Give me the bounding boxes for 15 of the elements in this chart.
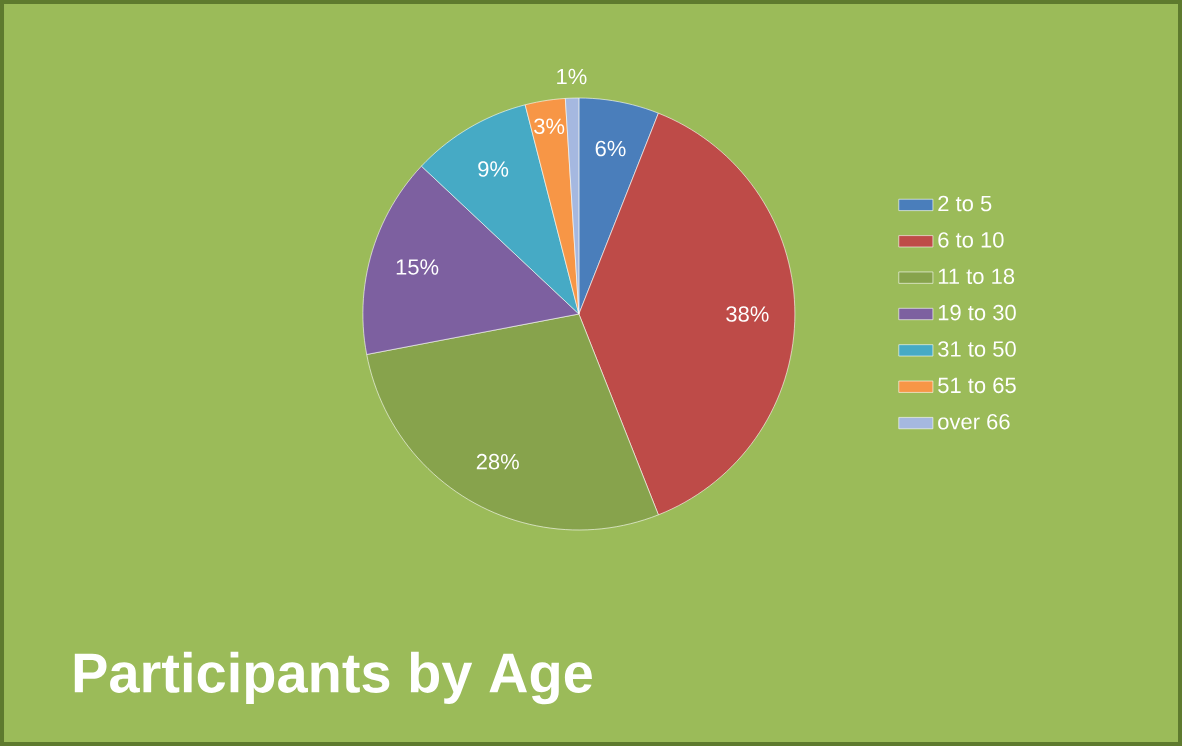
- legend-label: 19 to 30: [938, 304, 1016, 321]
- data-label: 3%: [534, 118, 565, 135]
- legend-label: 6 to 10: [938, 232, 1004, 248]
- text: Participants by Age: [74, 651, 592, 705]
- legend-label: 2 to 5: [938, 195, 992, 212]
- legend-label: over 66: [938, 413, 1010, 430]
- data-label: 15%: [396, 259, 439, 275]
- data-label: 6%: [595, 140, 626, 157]
- legend-label: 31 to 50: [938, 341, 1016, 357]
- legend-label: 11 to 18: [938, 268, 1015, 285]
- legend-label: 51 to 65: [938, 377, 1016, 394]
- data-label: 9%: [478, 161, 509, 177]
- data-label: 28%: [476, 453, 519, 470]
- data-label: 38%: [726, 306, 769, 322]
- data-label: 1%: [557, 68, 587, 85]
